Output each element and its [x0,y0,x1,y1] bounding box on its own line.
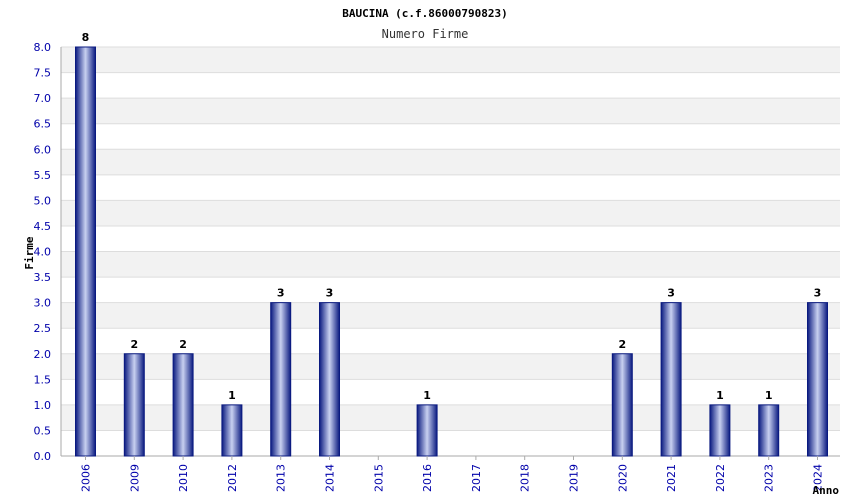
bar-2016 [416,404,438,457]
y-tick-label: 4.0 [34,246,52,259]
x-tick-label-2019: 2019 [568,464,581,492]
bar-2006 [75,46,96,457]
bar-2022 [709,404,731,457]
x-tick-label-2006: 2006 [80,464,93,492]
x-tick-label-2021: 2021 [665,464,678,492]
y-tick-label: 8.0 [34,41,52,54]
y-tick-label: 5.5 [34,169,52,182]
y-tick-label: 7.5 [34,67,52,80]
bar-2012 [221,404,243,457]
data-label-2006: 8 [82,31,90,44]
grid-band [61,72,840,99]
x-tick-label-2018: 2018 [519,464,532,492]
bar-2014 [319,302,340,457]
grid-lines [60,46,840,457]
x-tick-label-2010: 2010 [177,464,190,492]
bar-2020 [611,353,633,457]
bar-2010 [172,353,194,457]
x-axis-label: Anno [813,484,840,497]
data-label-2014: 3 [326,287,334,300]
data-label-2021: 3 [667,287,675,300]
data-label-2016: 1 [423,389,431,402]
y-tick-label: 4.5 [34,220,52,233]
data-label-2022: 1 [716,389,724,402]
x-tick-label-2016: 2016 [421,464,434,492]
grid-band [61,225,840,252]
x-tick-label-2024: 2024 [812,464,825,492]
chart-subtitle: Numero Firme [382,27,469,41]
x-tick-label-2020: 2020 [616,464,629,492]
data-label-2010: 2 [179,338,187,351]
bar-2021 [660,302,682,457]
y-tick-label: 2.0 [34,348,52,361]
data-label-2012: 1 [228,389,236,402]
bar-2023 [758,404,780,457]
y-axis-label: Firme [23,236,36,269]
grid-band [61,123,840,150]
data-label-2020: 2 [618,338,626,351]
grid-band [61,328,840,354]
grid-band [61,98,840,124]
data-labels: 8 2 2 1 3 3 1 2 3 1 1 3 [82,31,822,402]
y-tick-label: 3.0 [34,297,52,310]
x-tick-label-2014: 2014 [324,464,337,492]
y-tick-label: 0.0 [34,450,52,463]
data-label-2013: 3 [277,287,285,300]
x-tick-label-2023: 2023 [763,464,776,492]
y-tick-label: 0.5 [34,424,52,437]
y-tick-label: 6.0 [34,143,52,156]
y-tick-label: 3.5 [34,271,52,284]
chart-title: BAUCINA (c.f.86000790823) [342,7,508,20]
grid-band [61,251,840,278]
y-tick-label: 6.5 [34,118,52,131]
bar-2009 [123,353,145,457]
grid-band [61,302,840,329]
data-label-2024: 3 [814,287,822,300]
x-axis-ticks: 2006 2009 2010 2012 2013 2014 2015 2016 2017 2018… [80,456,825,492]
x-tick-label-2017: 2017 [470,464,483,492]
grid-band [61,149,840,175]
x-tick-label-2013: 2013 [275,464,288,492]
bars [75,46,828,457]
x-tick-label-2009: 2009 [128,464,141,492]
bar-2024 [807,302,828,457]
data-label-2023: 1 [765,389,773,402]
y-tick-label: 5.0 [34,194,52,207]
x-tick-label-2015: 2015 [372,464,385,492]
y-axis-ticks: 0.0 0.5 1.0 1.5 2.0 2.5 3.0 3.5 4.0 4.5 5.0 5.5 6.0 6… [34,41,52,463]
grid-band [61,277,840,303]
y-tick-label: 1.5 [34,373,52,386]
y-tick-label: 7.0 [34,92,52,105]
grid-band [61,200,840,226]
data-label-2009: 2 [130,338,138,351]
grid-band [61,174,840,201]
grid-band [61,47,840,73]
x-tick-label-2022: 2022 [714,464,727,492]
y-tick-label: 2.5 [34,322,52,335]
y-tick-label: 1.0 [34,399,52,412]
x-tick-label-2012: 2012 [226,464,239,492]
bar-2013 [270,302,292,457]
